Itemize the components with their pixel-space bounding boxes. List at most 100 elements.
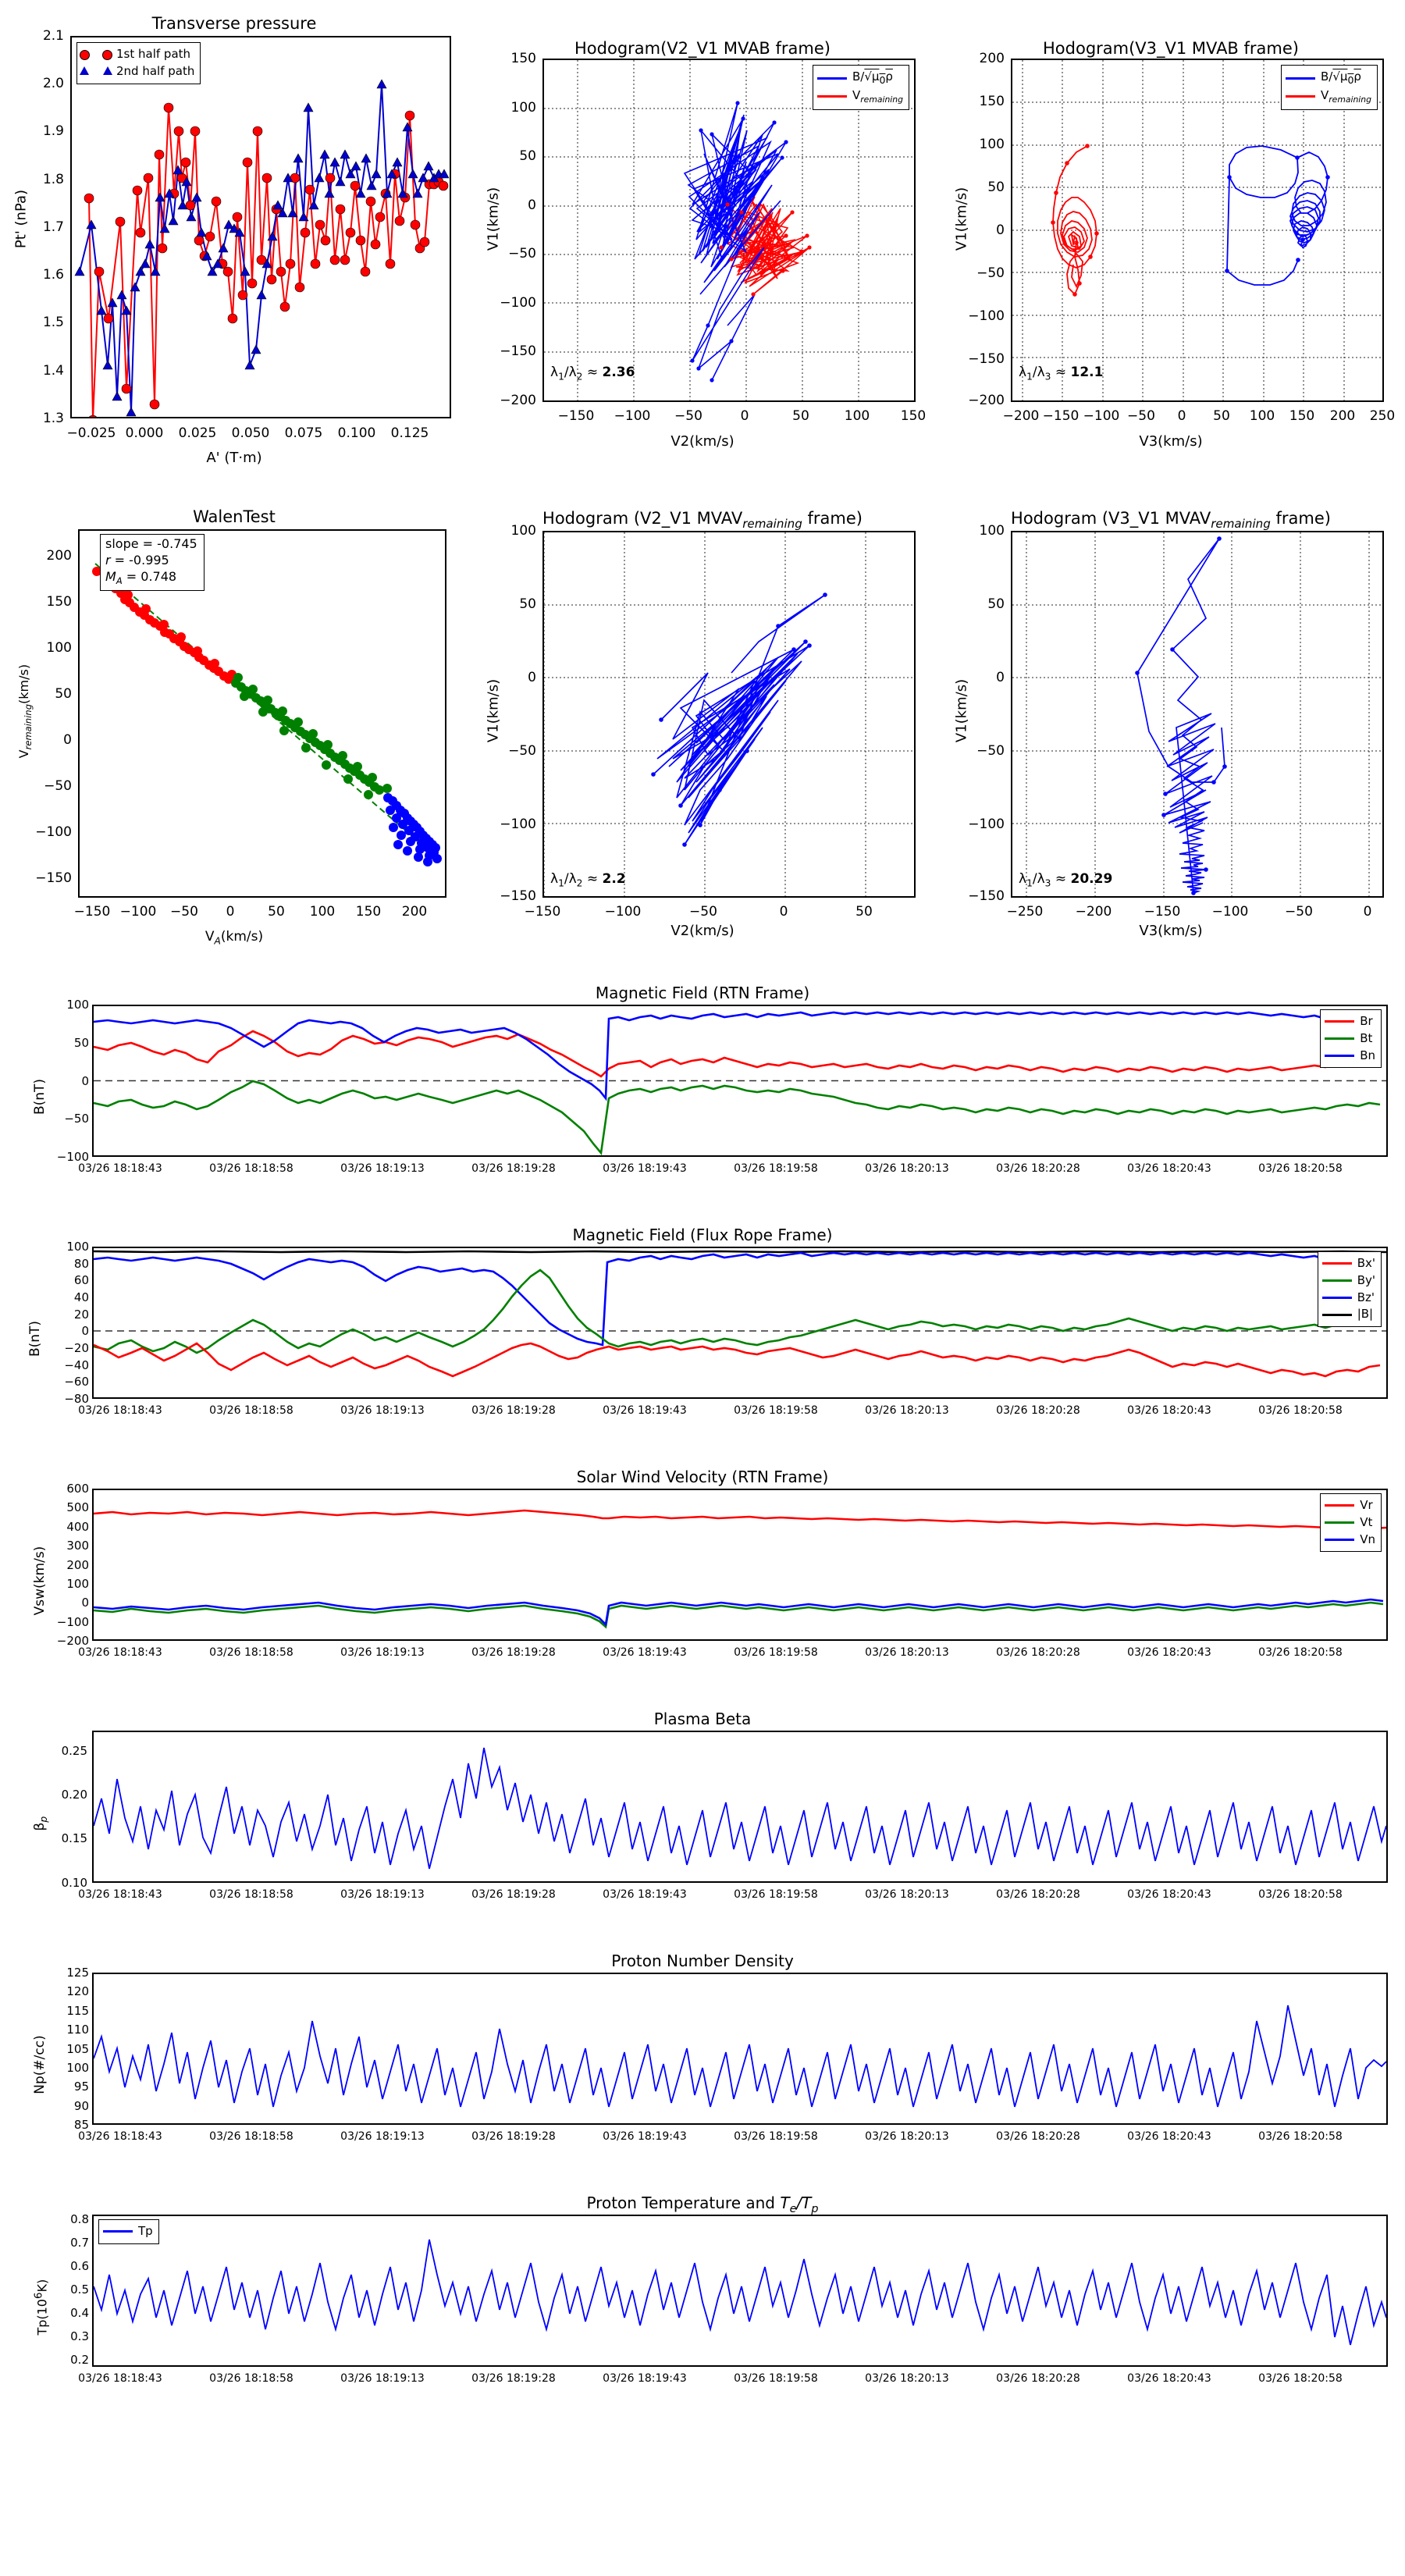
plot-area: λ1/λ2 ≈ 2.2 (542, 531, 916, 898)
panel-magnetic-field-rtn: Magnetic Field (RTN Frame) B(nT) Br Bt (0, 980, 1405, 1214)
y-tick: 100 (66, 1577, 89, 1591)
legend-label: Bx' (1357, 1256, 1375, 1270)
y-tick: −80 (64, 1392, 89, 1406)
y-tick: −50 (64, 1112, 89, 1126)
y-tick: 1.9 (42, 123, 64, 139)
x-tick: −200 (1075, 904, 1112, 920)
magnetic-field-rtn-svg (94, 1011, 1386, 1155)
y-tick: 100 (510, 100, 536, 116)
time-tick: 03/26 18:19:58 (734, 2130, 818, 2143)
legend-row: Br (1325, 1013, 1375, 1030)
y-tick: 50 (519, 596, 536, 612)
y-tick: 0.2 (70, 2353, 89, 2367)
x-tick: 50 (792, 408, 809, 424)
legend-magnetic-field-rtn[interactable]: Br Bt Bn (1320, 1009, 1382, 1069)
y-tick: 105 (66, 2042, 89, 2056)
y-tick: −150 (968, 888, 1005, 904)
y-tick: 1.5 (42, 315, 64, 330)
legend-hodogram[interactable]: B/√μ0ρ Vremaining (1280, 65, 1378, 110)
time-tick: 03/26 18:19:28 (471, 1404, 556, 1417)
y-tick: −100 (968, 308, 1005, 324)
time-tick: 03/26 18:19:43 (603, 1404, 687, 1417)
legend-line-vn-icon (1325, 1538, 1355, 1541)
time-tick: 03/26 18:20:13 (865, 1404, 949, 1417)
legend-proton-temperature[interactable]: Tp (98, 2219, 159, 2244)
time-tick: 03/26 18:18:43 (78, 1162, 162, 1175)
legend-label: Bn (1360, 1048, 1375, 1062)
time-tick: 03/26 18:19:13 (340, 2372, 425, 2385)
solar-wind-velocity-svg (94, 1509, 1386, 1629)
legend-line-vr-icon (1325, 1504, 1355, 1507)
y-tick: 0 (81, 1324, 89, 1338)
y-tick: 120 (66, 1984, 89, 1998)
y-tick: 2.0 (42, 76, 64, 91)
legend-label: Vn (1360, 1532, 1375, 1546)
y-tick: 0 (81, 1074, 89, 1088)
legend-row: |B| (1321, 1306, 1375, 1323)
time-tick: 03/26 18:19:43 (603, 2130, 687, 2143)
legend-row: Bt (1325, 1030, 1375, 1048)
legend-label: Vt (1360, 1514, 1373, 1529)
x-axis-label: V3(km/s) (1139, 433, 1203, 450)
time-tick: 03/26 18:20:43 (1127, 1646, 1211, 1659)
y-tick: −100 (500, 817, 536, 832)
time-tick: 03/26 18:20:58 (1258, 1646, 1343, 1659)
stat-ma: MA = 0.748 (105, 568, 177, 586)
legend-marker-triangle-icon (80, 66, 112, 75)
panel-title: Hodogram(V3_V1 MVAB frame) (1043, 39, 1299, 58)
x-axis-label: A' (T·m) (206, 450, 262, 466)
x-tick: 100 (309, 904, 336, 920)
y-tick: 1.6 (42, 267, 64, 283)
y-tick: 40 (73, 1290, 89, 1304)
time-tick: 03/26 18:20:28 (996, 1404, 1080, 1417)
y-tick: 0.7 (70, 2236, 89, 2250)
time-tick: 03/26 18:19:28 (471, 1162, 556, 1175)
eigenvalue-ratio-annotation: λ1/λ2 ≈ 2.2 (550, 870, 626, 888)
x-tick: 50 (1213, 408, 1230, 424)
y-tick: 100 (46, 640, 72, 656)
x-tick: 250 (1369, 408, 1396, 424)
y-tick: 500 (66, 1500, 89, 1514)
legend-row: Bz' (1321, 1290, 1375, 1307)
time-tick: 03/26 18:20:43 (1127, 1162, 1211, 1175)
x-tick: 0.025 (178, 425, 217, 441)
y-tick: 600 (66, 1482, 89, 1496)
y-tick: −50 (508, 246, 536, 262)
time-tick: 03/26 18:19:58 (734, 1888, 818, 1901)
y-tick: 50 (519, 148, 536, 164)
legend-magnetic-field-flux-rope[interactable]: Bx' By' Bz' |B| (1317, 1251, 1382, 1327)
x-tick: 0 (1177, 408, 1186, 424)
time-tick: 03/26 18:20:43 (1127, 2372, 1211, 2385)
legend-line-blue-icon (816, 76, 847, 80)
x-tick: −50 (1285, 904, 1313, 920)
eigenvalue-ratio-annotation: λ1/λ3 ≈ 20.29 (1019, 870, 1113, 888)
y-tick: −100 (968, 817, 1005, 832)
x-tick: −150 (524, 904, 561, 920)
y-tick: −100 (35, 824, 72, 840)
time-tick: 03/26 18:19:28 (471, 2130, 556, 2143)
y-tick: 400 (66, 1520, 89, 1534)
x-tick: 0.050 (231, 425, 270, 441)
eigenvalue-ratio-annotation: λ1/λ2 ≈ 2.36 (550, 364, 635, 382)
legend-transverse-pressure[interactable]: 1st half path 2nd half path (76, 42, 201, 84)
legend-line-vt-icon (1325, 1521, 1355, 1525)
plot-area (92, 1973, 1388, 2125)
y-tick: −200 (500, 393, 536, 408)
panel-title: Magnetic Field (Flux Rope Frame) (572, 1226, 833, 1244)
y-tick: 100 (66, 998, 89, 1012)
y-tick: 0 (528, 197, 536, 213)
legend-row: 2nd half path (80, 63, 194, 80)
y-tick: 50 (987, 180, 1005, 195)
legend-line-bn-icon (1325, 1054, 1355, 1057)
y-tick: 2.1 (42, 28, 64, 44)
panel-proton-number-density: Proton Number Density Np(#/cc) 125 120 1… (0, 1948, 1405, 2182)
x-tick: −150 (1144, 904, 1181, 920)
legend-hodogram[interactable]: B/√μ0ρ Vremaining (812, 65, 909, 110)
stat-slope: slope = -0.745 (105, 536, 197, 551)
plot-area: 1st half path 2nd half path (70, 36, 451, 418)
panel-plasma-beta: Plasma Beta βp 0.25 0.20 0.15 0.10 03/26… (0, 1706, 1405, 1940)
y-tick: 0 (996, 222, 1005, 238)
plot-area: λ1/λ3 ≈ 20.29 (1011, 531, 1384, 898)
legend-solar-wind-velocity[interactable]: Vr Vt Vn (1320, 1493, 1382, 1553)
legend-row: 1st half path (80, 46, 194, 63)
